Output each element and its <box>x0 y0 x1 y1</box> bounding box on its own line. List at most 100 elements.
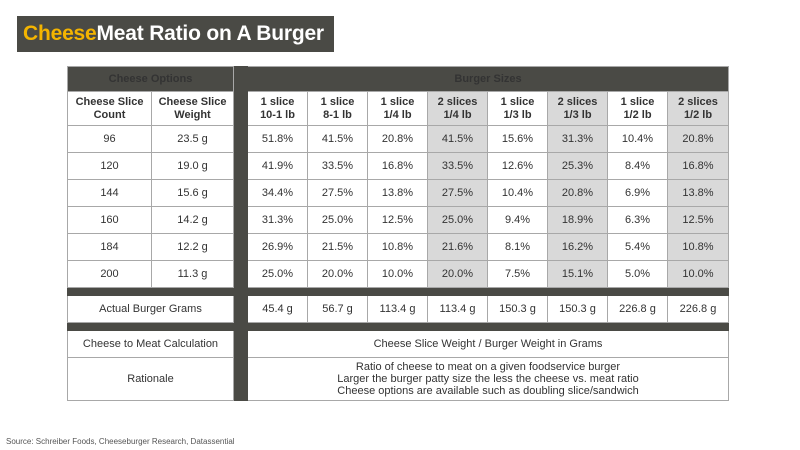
column-gap <box>233 206 248 234</box>
divider-band <box>67 287 729 296</box>
ratio-cell: 10.8% <box>667 233 729 261</box>
ratio-cell: 12.6% <box>487 152 548 180</box>
column-header: 1 slice 8-1 lb <box>307 91 368 126</box>
ratio-cell: 20.0% <box>427 260 488 288</box>
column-header-line: 8-1 lb <box>323 108 352 121</box>
table-row: 120 19.0 g 41.9% 33.5% 16.8% 33.5% 12.6% 25.3% 8… <box>67 152 729 180</box>
rationale-row: Rationale Ratio of cheese to meat on a g… <box>67 357 729 401</box>
column-header-line: 1/2 lb <box>683 108 713 121</box>
actual-grams-row: Actual Burger Grams 45.4 g 56.7 g 113.4 g 11… <box>67 295 729 323</box>
column-header-line: 1 slice <box>620 95 655 108</box>
column-header-line: Count <box>93 108 126 121</box>
column-header-line: Cheese Slice <box>158 95 227 108</box>
calculation-row: Cheese to Meat Calculation Cheese Slice … <box>67 330 729 358</box>
ratio-cell: 25.0% <box>247 260 308 288</box>
ratio-cell: 20.0% <box>307 260 368 288</box>
column-header: 1 slice 10-1 lb <box>247 91 308 126</box>
ratio-cell: 7.5% <box>487 260 548 288</box>
column-header-line: 1/2 lb <box>623 108 652 121</box>
ratio-cell: 31.3% <box>247 206 308 234</box>
column-header: 2 slices 1/2 lb <box>667 91 729 126</box>
grams-cell: 150.3 g <box>547 295 608 323</box>
ratio-cell: 12.5% <box>367 206 428 234</box>
slice-count-cell: 184 <box>67 233 152 261</box>
column-header-line: 1 slice <box>260 95 295 108</box>
cheese-options-header: Cheese Options <box>67 66 234 92</box>
column-header-line: 1 slice <box>320 95 355 108</box>
burger-sizes-header: Burger Sizes <box>247 66 729 92</box>
rationale-line: Ratio of cheese to meat on a given foods… <box>355 361 621 373</box>
column-header-row: Cheese Slice Count Cheese Slice Weight 1 sli… <box>67 91 729 126</box>
column-header: 2 slices 1/3 lb <box>547 91 608 126</box>
column-gap <box>233 125 248 153</box>
column-gap <box>233 233 248 261</box>
column-header-line: 2 slices <box>678 95 718 108</box>
slice-weight-cell: 14.2 g <box>151 206 234 234</box>
grams-cell: 56.7 g <box>307 295 368 323</box>
source-note: Source: Schreiber Foods, Cheeseburger Re… <box>6 437 235 446</box>
column-gap <box>233 295 248 323</box>
column-gap <box>233 330 248 358</box>
ratio-cell: 25.0% <box>307 206 368 234</box>
column-gap <box>233 152 248 180</box>
page-title: Cheese Meat Ratio on A Burger <box>17 16 334 52</box>
ratio-cell: 20.8% <box>367 125 428 153</box>
ratio-cell: 10.4% <box>487 179 548 207</box>
ratio-cell: 10.0% <box>367 260 428 288</box>
slice-weight-cell: 12.2 g <box>151 233 234 261</box>
ratio-cell: 20.8% <box>667 125 729 153</box>
column-gap <box>233 66 248 92</box>
column-header: Cheese Slice Weight <box>151 91 234 126</box>
column-gap <box>233 357 248 401</box>
cheese-ratio-table: Cheese Options Burger Sizes Cheese Slice… <box>67 66 729 401</box>
table-row: 96 23.5 g 51.8% 41.5% 20.8% 41.5% 15.6% 31.3% 10… <box>67 125 729 153</box>
ratio-cell: 20.8% <box>547 179 608 207</box>
rationale-line: Cheese options are available such as dou… <box>337 385 639 397</box>
ratio-cell: 5.4% <box>607 233 668 261</box>
ratio-cell: 18.9% <box>547 206 608 234</box>
column-header: 1 slice 1/2 lb <box>607 91 668 126</box>
ratio-cell: 16.8% <box>667 152 729 180</box>
column-header-line: 1/3 lb <box>563 108 592 121</box>
ratio-cell: 41.5% <box>427 125 488 153</box>
column-header-line: 10-1 lb <box>260 108 295 121</box>
ratio-cell: 33.5% <box>307 152 368 180</box>
slice-weight-cell: 11.3 g <box>151 260 234 288</box>
column-header-line: 1/4 lb <box>443 108 472 121</box>
column-header: 1 slice 1/4 lb <box>367 91 428 126</box>
column-header: 2 slices 1/4 lb <box>427 91 488 126</box>
grams-cell: 226.8 g <box>667 295 729 323</box>
ratio-cell: 15.1% <box>547 260 608 288</box>
ratio-cell: 34.4% <box>247 179 308 207</box>
ratio-cell: 15.6% <box>487 125 548 153</box>
column-header-line: 2 slices <box>557 95 598 108</box>
ratio-cell: 10.8% <box>367 233 428 261</box>
ratio-cell: 12.5% <box>667 206 729 234</box>
ratio-cell: 26.9% <box>247 233 308 261</box>
column-header-line: Cheese Slice <box>75 95 144 108</box>
ratio-cell: 5.0% <box>607 260 668 288</box>
slice-weight-cell: 19.0 g <box>151 152 234 180</box>
ratio-cell: 8.4% <box>607 152 668 180</box>
ratio-cell: 9.4% <box>487 206 548 234</box>
ratio-cell: 10.4% <box>607 125 668 153</box>
slice-count-cell: 96 <box>67 125 152 153</box>
column-header: 1 slice 1/3 lb <box>487 91 548 126</box>
slice-weight-cell: 23.5 g <box>151 125 234 153</box>
grams-cell: 150.3 g <box>487 295 548 323</box>
ratio-cell: 8.1% <box>487 233 548 261</box>
column-header-line: 1/3 lb <box>503 108 532 121</box>
ratio-cell: 13.8% <box>367 179 428 207</box>
table-row: 144 15.6 g 34.4% 27.5% 13.8% 27.5% 10.4% 20.8% 6… <box>67 179 729 207</box>
table-row: 160 14.2 g 31.3% 25.0% 12.5% 25.0% 9.4% 18.9% 6.… <box>67 206 729 234</box>
ratio-cell: 27.5% <box>307 179 368 207</box>
ratio-cell: 10.0% <box>667 260 729 288</box>
table-row: 200 11.3 g 25.0% 20.0% 10.0% 20.0% 7.5% 15.1% 5.… <box>67 260 729 288</box>
ratio-cell: 13.8% <box>667 179 729 207</box>
title-rest: Meat Ratio on A Burger <box>96 22 325 45</box>
ratio-cell: 25.0% <box>427 206 488 234</box>
ratio-cell: 31.3% <box>547 125 608 153</box>
column-header-line: 1/4 lb <box>383 108 412 121</box>
ratio-cell: 25.3% <box>547 152 608 180</box>
column-gap <box>233 260 248 288</box>
